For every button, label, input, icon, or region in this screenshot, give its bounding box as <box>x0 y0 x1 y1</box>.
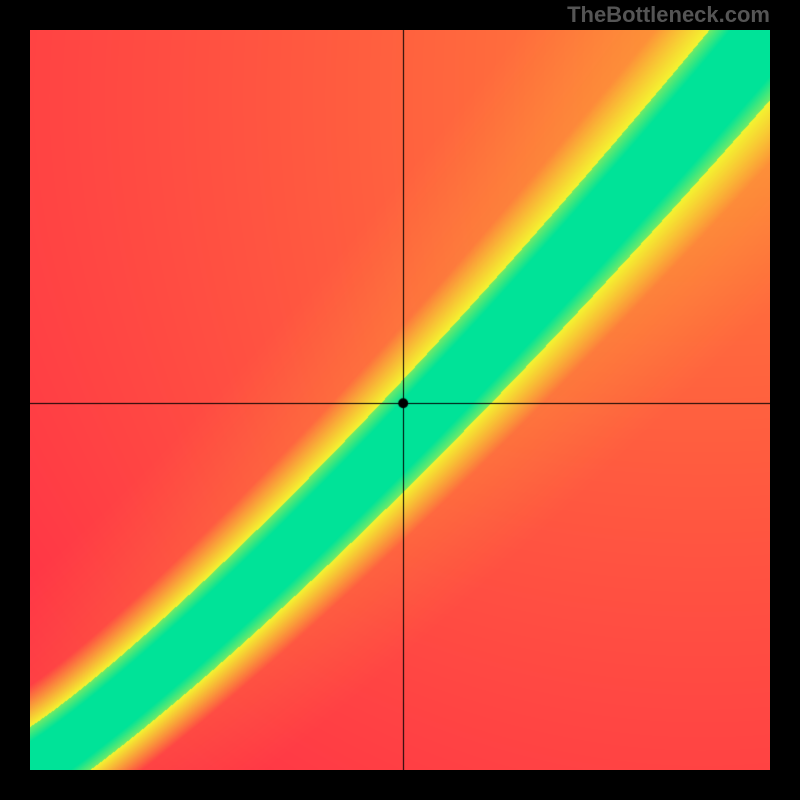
heatmap-plot-container <box>30 30 770 770</box>
watermark-text: TheBottleneck.com <box>567 2 770 28</box>
heatmap-canvas <box>30 30 770 770</box>
